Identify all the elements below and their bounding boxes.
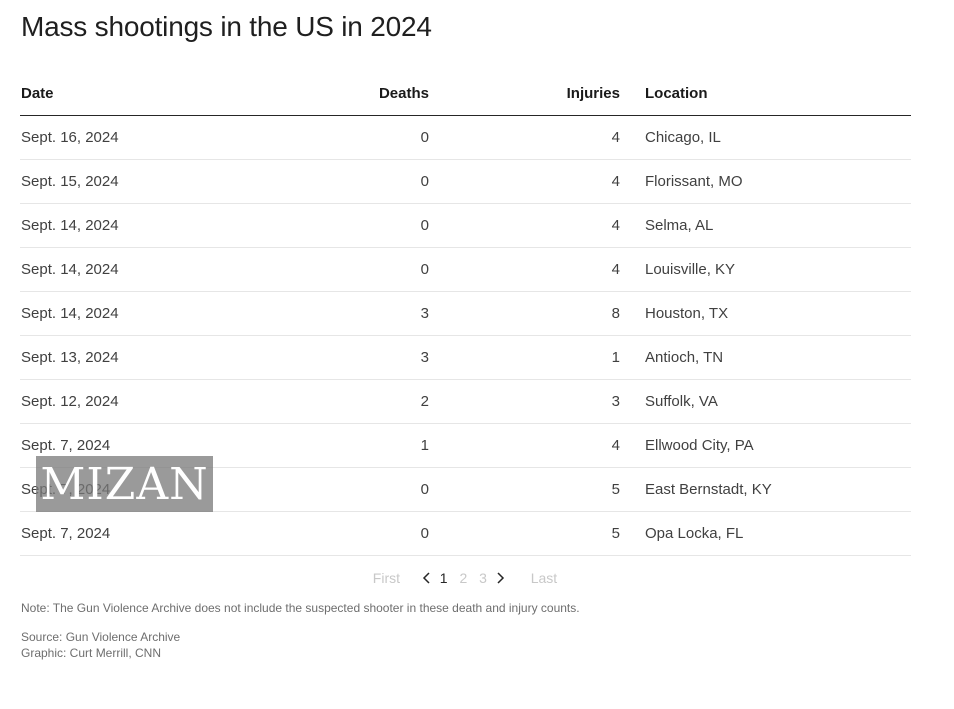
cell-deaths: 2 — [271, 379, 429, 424]
table-row: Sept. 7, 2024 0 5 Opa Locka, FL — [20, 511, 911, 556]
page-3[interactable]: 3 — [479, 570, 487, 587]
table-body: Sept. 16, 2024 0 4 Chicago, IL Sept. 15, 202… — [20, 115, 911, 556]
table-row: Sept. 16, 2024 0 4 Chicago, IL — [20, 115, 911, 160]
cell-deaths: 0 — [271, 159, 429, 204]
cell-location: Suffolk, VA — [620, 379, 911, 424]
chart-title: Mass shootings in the US in 2024 — [21, 11, 432, 42]
cell-date: Sept. 13, 2024 — [20, 335, 271, 380]
column-header-location[interactable]: Location — [620, 72, 911, 116]
cell-location: Chicago, IL — [620, 115, 911, 160]
cell-date: Sept. 15, 2024 — [20, 159, 271, 204]
shootings-table: Date Deaths Injuries Location Sept. 16, … — [20, 72, 911, 556]
table-header-row: Date Deaths Injuries Location — [20, 72, 911, 116]
cell-location: Louisville, KY — [620, 247, 911, 292]
pagination: First 1 2 3 Last — [0, 569, 930, 586]
footnote: Note: The Gun Violence Archive does not … — [21, 601, 580, 615]
chevron-right-icon[interactable] — [495, 571, 505, 585]
column-header-injuries[interactable]: Injuries — [429, 72, 620, 116]
cell-location: Opa Locka, FL — [620, 511, 911, 556]
cell-injuries: 3 — [429, 379, 620, 424]
chevron-left-icon[interactable] — [422, 571, 432, 585]
cell-location: East Bernstadt, KY — [620, 467, 911, 512]
page-1[interactable]: 1 — [439, 570, 448, 587]
cell-injuries: 1 — [429, 335, 620, 380]
page-2[interactable]: 2 — [459, 570, 468, 587]
cell-injuries: 4 — [429, 203, 620, 248]
credits: Source: Gun Violence Archive Graphic: Cu… — [21, 629, 180, 661]
cell-deaths: 0 — [271, 115, 429, 160]
source-credit: Source: Gun Violence Archive — [21, 630, 181, 644]
cell-date: Sept. 7, 2024 — [20, 511, 271, 556]
table-row: Sept. 14, 2024 3 8 Houston, TX — [20, 291, 911, 336]
cell-deaths: 3 — [271, 335, 429, 380]
cell-deaths: 0 — [271, 247, 429, 292]
cell-location: Ellwood City, PA — [620, 423, 911, 468]
cell-injuries: 4 — [429, 159, 620, 204]
table-row: Sept. 12, 2024 2 3 Suffolk, VA — [20, 379, 911, 424]
cell-date: Sept. 12, 2024 — [20, 379, 271, 424]
watermark-logo: MIZAN — [36, 456, 213, 512]
cell-location: Houston, TX — [620, 291, 911, 336]
column-header-deaths[interactable]: Deaths — [271, 72, 429, 116]
table-row: Sept. 15, 2024 0 4 Florissant, MO — [20, 159, 911, 204]
cell-deaths: 1 — [271, 423, 429, 468]
table-row: Sept. 14, 2024 0 4 Selma, AL — [20, 203, 911, 248]
cell-injuries: 8 — [429, 291, 620, 336]
cell-injuries: 5 — [429, 511, 620, 556]
cell-date: Sept. 16, 2024 — [20, 115, 271, 160]
cell-date: Sept. 14, 2024 — [20, 291, 271, 336]
cell-location: Antioch, TN — [620, 335, 911, 380]
cell-deaths: 0 — [271, 467, 429, 512]
cell-date: Sept. 14, 2024 — [20, 247, 271, 292]
cell-date: Sept. 14, 2024 — [20, 203, 271, 248]
cell-location: Florissant, MO — [620, 159, 911, 204]
cell-injuries: 4 — [429, 115, 620, 160]
column-header-date[interactable]: Date — [20, 72, 271, 116]
cell-deaths: 0 — [271, 203, 429, 248]
cell-injuries: 4 — [429, 247, 620, 292]
table-row: Sept. 14, 2024 0 4 Louisville, KY — [20, 247, 911, 292]
cell-deaths: 3 — [271, 291, 429, 336]
pagination-last[interactable]: Last — [530, 570, 558, 587]
cell-injuries: 4 — [429, 423, 620, 468]
pagination-first[interactable]: First — [372, 570, 400, 587]
graphic-credit: Graphic: Curt Merrill, CNN — [21, 646, 162, 660]
cell-deaths: 0 — [271, 511, 429, 556]
table-row: Sept. 13, 2024 3 1 Antioch, TN — [20, 335, 911, 380]
cell-injuries: 5 — [429, 467, 620, 512]
cell-location: Selma, AL — [620, 203, 911, 248]
